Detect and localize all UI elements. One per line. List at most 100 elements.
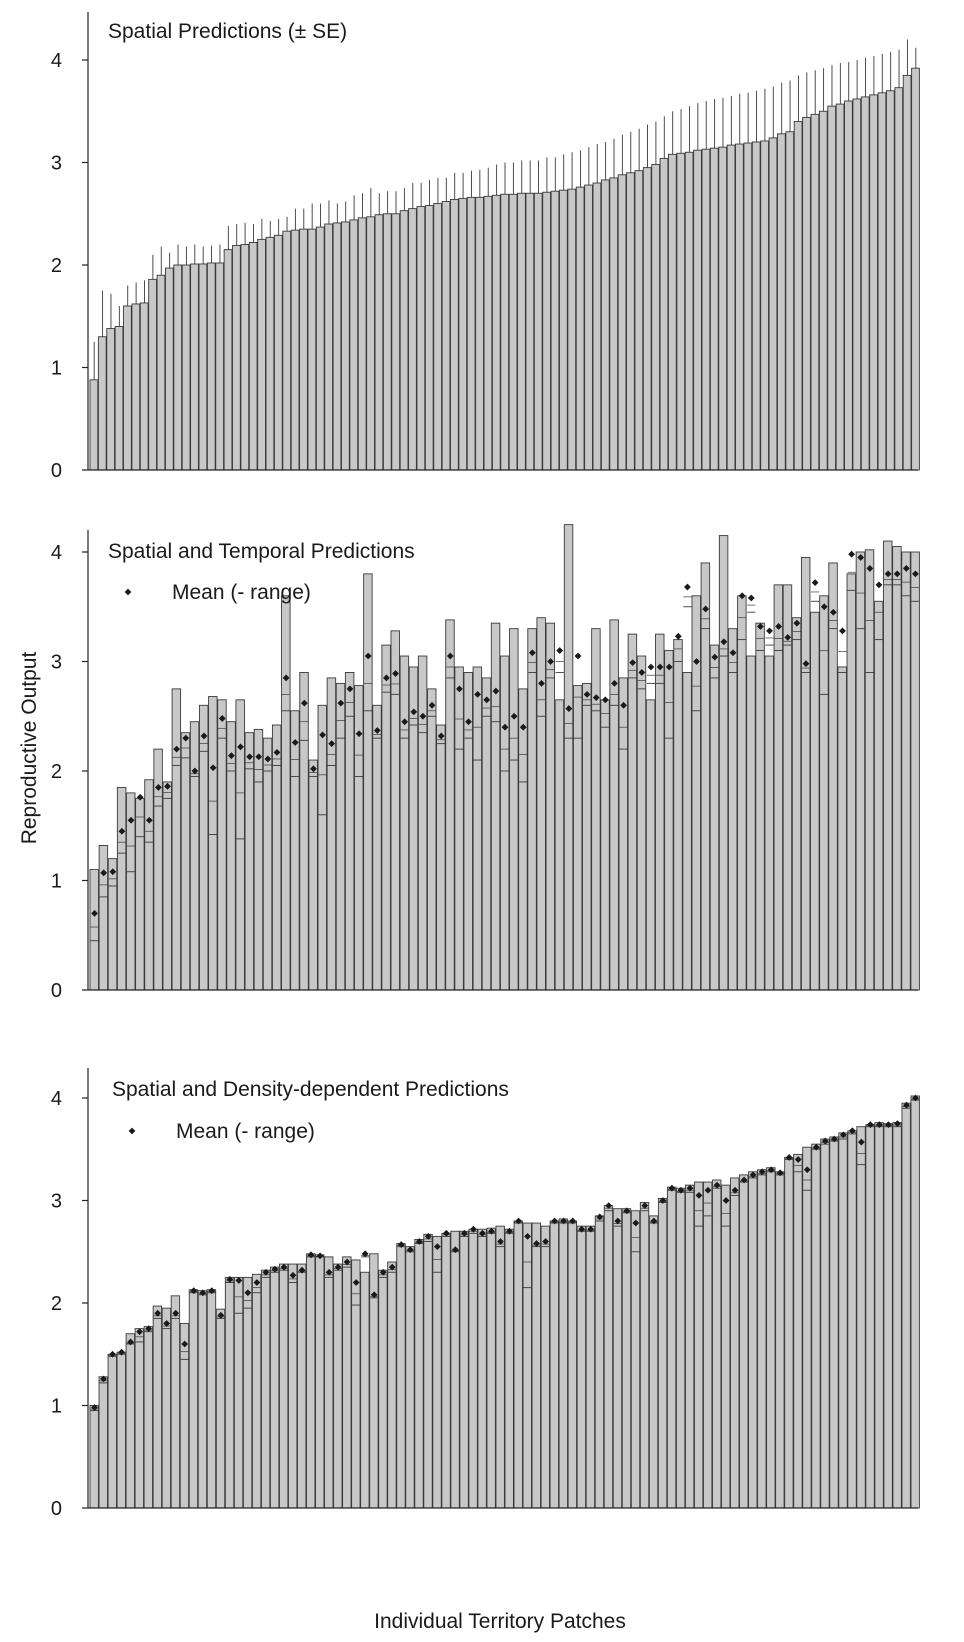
mean-marker-3-63 — [650, 1217, 658, 1225]
bar-2-19 — [253, 728, 264, 991]
bar-1-87 — [810, 113, 820, 471]
mean-marker-3-25 — [307, 1251, 315, 1259]
y-tick-label-1-4: 4 — [51, 50, 62, 72]
mean-marker-3-70 — [713, 1181, 721, 1189]
bar-1-18 — [232, 245, 241, 471]
bar-1-75 — [709, 147, 719, 471]
bar-1-89 — [827, 105, 837, 471]
bar-2-31 — [363, 573, 373, 991]
bar-1-76 — [718, 146, 728, 471]
bar-1-1 — [89, 379, 99, 471]
mean-marker-2-60 — [629, 659, 637, 666]
panel-title-3: Spatial and Density-dependent Prediction… — [112, 1078, 509, 1101]
mean-marker-2-4 — [118, 827, 126, 835]
bar-1-44 — [450, 198, 459, 471]
bar-3-65 — [666, 1186, 677, 1509]
bar-1-96 — [886, 90, 895, 471]
mean-marker-3-30 — [352, 1279, 360, 1286]
mean-marker-2-25 — [310, 765, 317, 773]
mean-marker-3-23 — [289, 1271, 297, 1279]
mean-marker-2-14 — [209, 764, 217, 772]
mean-marker-2-2 — [100, 869, 108, 877]
bar-3-87 — [865, 1124, 875, 1509]
mean-marker-2-35 — [401, 718, 409, 726]
mean-marker-2-31 — [364, 652, 372, 660]
bar-2-37 — [417, 655, 428, 991]
bar-3-88 — [874, 1122, 884, 1509]
bar-3-57 — [594, 1215, 605, 1509]
bar-3-82 — [820, 1138, 830, 1509]
mean-marker-3-46 — [497, 1238, 504, 1245]
mean-marker-3-75 — [758, 1168, 766, 1176]
bar-2-20 — [262, 737, 273, 991]
bar-3-45 — [486, 1227, 496, 1509]
bar-2-21 — [271, 724, 282, 991]
bar-3-38 — [423, 1233, 433, 1509]
legend-marker-2 — [124, 588, 132, 596]
mean-marker-2-27 — [328, 740, 336, 748]
mean-marker-2-29 — [346, 685, 354, 693]
mean-marker-3-72 — [731, 1186, 739, 1194]
mean-marker-2-18 — [246, 753, 254, 761]
bar-1-47 — [475, 196, 484, 471]
bar-2-62 — [645, 699, 656, 991]
mean-marker-3-60 — [623, 1207, 631, 1215]
mean-marker-2-72 — [738, 592, 746, 600]
bar-1-49 — [491, 194, 501, 471]
bar-1-8 — [148, 278, 157, 471]
bar-2-78 — [791, 617, 802, 991]
mean-marker-2-79 — [802, 660, 810, 668]
bar-3-10 — [170, 1295, 181, 1509]
bar-1-71 — [676, 152, 686, 471]
bar-1-93 — [860, 96, 870, 471]
mean-marker-3-90 — [894, 1120, 901, 1128]
bar-3-84 — [838, 1132, 848, 1509]
mean-marker-3-26 — [316, 1252, 324, 1260]
mean-marker-2-51 — [547, 658, 555, 665]
mean-marker-3-14 — [208, 1287, 216, 1295]
bar-1-41 — [424, 205, 434, 471]
mean-marker-3-32 — [370, 1291, 378, 1299]
mean-marker-2-78 — [793, 619, 801, 627]
bar-3-2 — [98, 1376, 108, 1509]
bar-3-43 — [468, 1228, 478, 1509]
bar-1-94 — [869, 94, 878, 471]
bar-1-95 — [877, 92, 887, 471]
bar-3-91 — [901, 1102, 911, 1509]
bar-1-45 — [458, 197, 468, 471]
bar-2-54 — [572, 685, 583, 991]
bar-2-45 — [490, 622, 501, 991]
bar-1-15 — [206, 262, 216, 471]
mean-marker-2-66 — [684, 583, 691, 591]
bar-2-29 — [344, 672, 355, 991]
mean-marker-2-9 — [164, 782, 171, 790]
bar-3-33 — [378, 1269, 388, 1509]
mean-marker-3-38 — [424, 1232, 432, 1240]
bar-2-15 — [217, 699, 227, 991]
mean-marker-2-48 — [519, 723, 527, 731]
mean-marker-3-73 — [740, 1176, 748, 1184]
mean-marker-3-69 — [704, 1186, 712, 1194]
bar-3-58 — [603, 1205, 614, 1509]
mean-marker-3-81 — [812, 1143, 820, 1151]
bar-1-80 — [751, 141, 761, 471]
bar-1-59 — [575, 186, 585, 471]
mean-marker-2-63 — [656, 663, 664, 671]
mean-marker-2-11 — [182, 734, 190, 742]
mean-marker-2-57 — [601, 696, 609, 704]
bar-3-29 — [342, 1256, 352, 1509]
bar-2-89 — [892, 546, 902, 991]
bar-3-21 — [269, 1266, 280, 1509]
bar-1-72 — [684, 151, 694, 471]
mean-marker-3-67 — [686, 1184, 694, 1192]
bar-3-85 — [847, 1130, 857, 1509]
bar-3-53 — [558, 1218, 569, 1509]
bar-1-91 — [844, 100, 853, 471]
bar-1-99 — [911, 67, 920, 471]
bar-1-14 — [198, 263, 208, 471]
bar-3-39 — [432, 1235, 442, 1509]
bar-2-59 — [618, 677, 628, 991]
bar-1-50 — [500, 193, 510, 471]
bar-1-83 — [777, 133, 786, 471]
